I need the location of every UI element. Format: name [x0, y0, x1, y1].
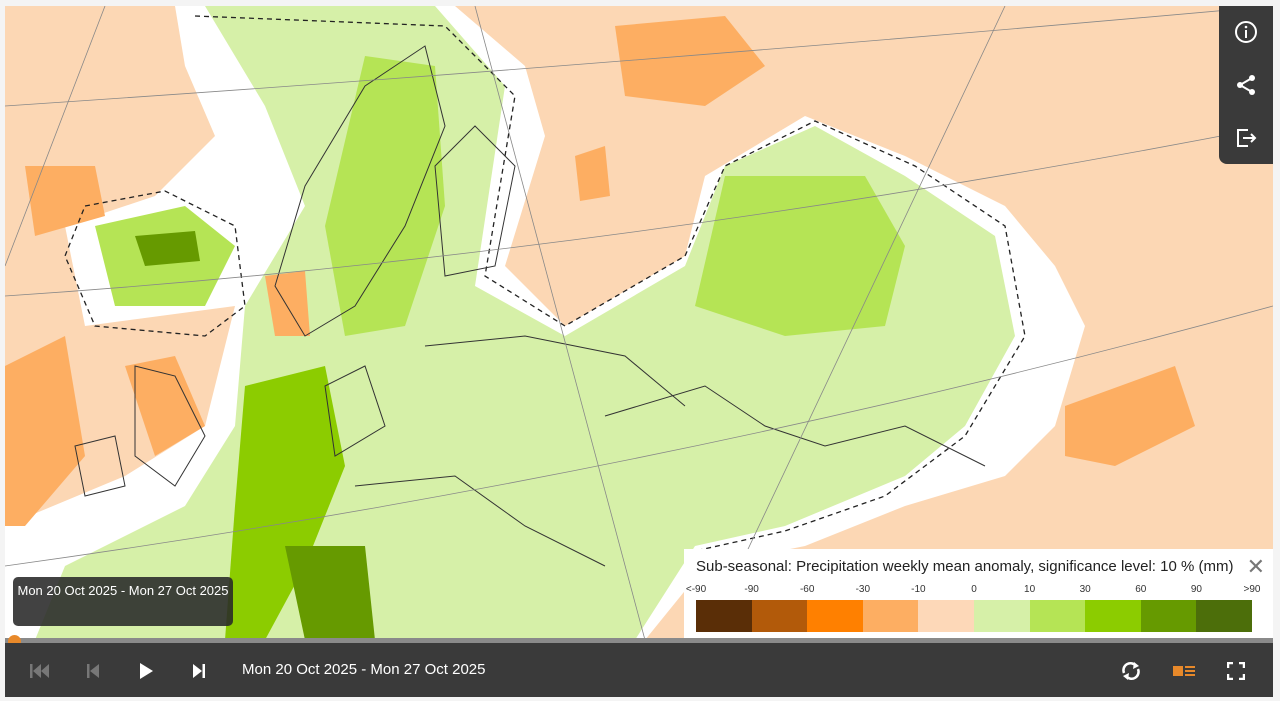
legend-tick: 10: [1024, 584, 1036, 595]
fullscreen-icon: [1227, 662, 1245, 680]
legend-swatch: [973, 600, 1030, 632]
legend-tick: -30: [855, 584, 871, 595]
share-icon: [1237, 74, 1255, 95]
timeline-track[interactable]: [5, 638, 1273, 643]
map-canvas: [5, 6, 1273, 640]
legend-panel: Sub-seasonal: Precipitation weekly mean …: [684, 549, 1273, 640]
legend-swatch: [1196, 600, 1252, 632]
legend-swatch: [918, 600, 974, 632]
legend-swatch: [862, 600, 919, 632]
legend-tick: -60: [799, 584, 815, 595]
legend-toggle-icon: [1173, 666, 1195, 676]
legend-tick: -10: [911, 584, 926, 595]
loop-icon: [1122, 662, 1140, 680]
map-side-toolbar: [1219, 6, 1273, 164]
legend-ticks: <-90 -90 -60 -30 -10 0 10 30 60 90 >90: [684, 584, 1273, 598]
legend-tick: <-90: [685, 584, 707, 595]
current-date-range: Mon 20 Oct 2025 - Mon 27 Oct 2025: [242, 661, 486, 678]
previous-icon: [87, 664, 99, 678]
legend-swatch: [751, 600, 808, 632]
info-icon: [1235, 21, 1257, 44]
play-icon: [140, 663, 153, 679]
export-button[interactable]: [1230, 122, 1262, 154]
legend-tick: 30: [1079, 584, 1091, 595]
legend-tick: 60: [1135, 584, 1147, 595]
legend-title: Sub-seasonal: Precipitation weekly mean …: [696, 558, 1234, 575]
close-legend-icon[interactable]: ✕: [1246, 554, 1265, 579]
fullscreen-button[interactable]: [1222, 657, 1250, 685]
loop-button[interactable]: [1117, 657, 1145, 685]
share-button[interactable]: [1230, 69, 1262, 101]
legend-tick: -90: [744, 584, 759, 595]
legend-tick: >90: [1243, 584, 1261, 595]
legend-swatch: [696, 600, 752, 632]
legend-swatch: [1029, 600, 1086, 632]
legend-swatch: [1140, 600, 1197, 632]
export-icon: [1237, 128, 1257, 147]
play-button[interactable]: [132, 657, 160, 685]
legend-toggle-button[interactable]: [1170, 657, 1198, 685]
legend-swatch: [1085, 600, 1141, 632]
legend-tick: 90: [1190, 584, 1202, 595]
first-icon: [30, 664, 49, 678]
first-button[interactable]: [26, 657, 54, 685]
next-icon: [193, 664, 205, 678]
info-button[interactable]: [1230, 16, 1262, 48]
legend-tick: 0: [971, 584, 977, 595]
precipitation-anomaly-map[interactable]: [5, 6, 1273, 640]
previous-button[interactable]: [79, 657, 107, 685]
legend-swatch: [807, 600, 863, 632]
next-button[interactable]: [185, 657, 213, 685]
date-tooltip: Mon 20 Oct 2025 - Mon 27 Oct 2025: [13, 577, 233, 626]
player-controls: Mon 20 Oct 2025 - Mon 27 Oct 2025: [5, 643, 1273, 697]
legend-colorbar: [696, 600, 1252, 632]
